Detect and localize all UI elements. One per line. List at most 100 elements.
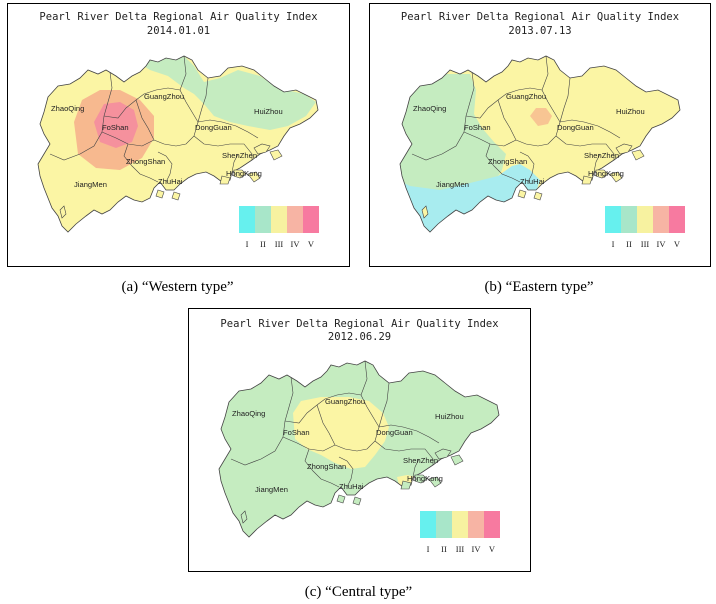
legend-swatch-1 (420, 511, 436, 538)
city-label-zhuhai: ZhuHai (339, 482, 364, 491)
island (59, 205, 67, 219)
legend-label-1: I (246, 239, 249, 249)
city-label-dongguan: DongGuan (376, 428, 413, 437)
legend-label-2: II (441, 544, 447, 554)
pollution-zone (134, 56, 316, 130)
boundary-line (555, 135, 615, 160)
legend-label-4: IV (291, 239, 301, 249)
legend-swatch-3 (637, 206, 653, 233)
boundary-line (378, 382, 390, 428)
city-label-zhongshan: ZhongShan (126, 157, 165, 166)
city-label-shenzhen: ShenZhen (584, 151, 619, 160)
city-label-foshan: FoShan (102, 123, 129, 132)
caption-eastern: (b) “Eastern type” (484, 279, 594, 295)
city-label-huizhou: HuiZhou (254, 107, 283, 116)
panel-date: 2012.06.29 (327, 331, 392, 343)
prd-map-central: ZhaoQing GuangZhou HuiZhou FoShan DongGuan Zh… (218, 360, 500, 554)
boundaries (37, 55, 319, 233)
island (155, 189, 165, 199)
boundary-line (378, 424, 440, 444)
legend-swatch-5 (669, 206, 685, 233)
map-panel-western: Pearl River Delta Regional Air Quality I… (7, 3, 350, 267)
city-label-huizhou: HuiZhou (435, 412, 464, 421)
boundary-line (197, 119, 259, 139)
island (434, 448, 452, 460)
city-label-jiangmen: JiangMen (436, 180, 469, 189)
island (595, 169, 609, 179)
legend-swatch-4 (653, 206, 669, 233)
legend-label-3: III (275, 239, 284, 249)
legend-swatch-2 (621, 206, 637, 233)
legend-label-3: III (641, 239, 650, 249)
boundary-line (179, 55, 187, 91)
aqi-legend: I II III IV V (420, 511, 500, 554)
city-label-zhaoqing: ZhaoQing (51, 104, 84, 113)
island (253, 143, 271, 155)
city-label-guangzhou: GuangZhou (144, 92, 184, 101)
boundary-line (374, 440, 434, 465)
boundary-line (135, 99, 155, 141)
boundary-line (541, 55, 549, 91)
island (517, 189, 527, 199)
island (336, 494, 346, 504)
panel-title: Pearl River Delta Regional Air Quality I… (39, 11, 318, 23)
island (581, 175, 593, 185)
boundary-line (497, 99, 517, 141)
city-label-hongkong: HongKong (407, 474, 443, 483)
island (615, 143, 633, 155)
aqi-legend: I II III IV V (239, 206, 319, 249)
boundaries (399, 55, 681, 233)
island (240, 510, 248, 524)
island (352, 496, 362, 506)
pollution-zone (530, 108, 552, 126)
legend-swatch-4 (468, 511, 484, 538)
island (428, 476, 442, 488)
boundary-line (304, 448, 340, 488)
city-label-shenzhen: ShenZhen (222, 151, 257, 160)
legend-swatch-3 (271, 206, 287, 233)
aqi-legend: I II III IV V (605, 206, 685, 249)
island (233, 169, 247, 179)
city-label-jiangmen: JiangMen (74, 180, 107, 189)
pollution-zones (74, 56, 316, 170)
boundary-line (559, 77, 571, 123)
legend-swatch-5 (303, 206, 319, 233)
island (247, 171, 261, 183)
legend-label-4: IV (472, 544, 482, 554)
prd-map-western: ZhaoQing GuangZhou HuiZhou FoShan DongGuan Zh… (37, 55, 319, 249)
panel-title: Pearl River Delta Regional Air Quality I… (400, 11, 680, 23)
legend-label-5: V (489, 544, 496, 554)
panel-date: 2014.01.01 (146, 25, 211, 37)
boundary-line (593, 153, 601, 173)
legend-swatch-1 (605, 206, 621, 233)
boundary-line (465, 87, 543, 119)
caption-western: (a) “Western type” (121, 279, 234, 295)
city-label-huizhou: HuiZhou (616, 107, 645, 116)
boundary-line (193, 135, 253, 160)
legend-swatch-3 (452, 511, 468, 538)
boundary-line (197, 77, 209, 123)
city-label-guangzhou: GuangZhou (506, 92, 546, 101)
legend-label-5: V (674, 239, 681, 249)
city-label-zhongshan: ZhongShan (488, 157, 527, 166)
city-labels: ZhaoQing GuangZhou HuiZhou FoShan DongGuan Zh… (413, 92, 645, 189)
island (414, 474, 428, 484)
city-label-zhongshan: ZhongShan (307, 462, 346, 471)
boundary-line (157, 151, 173, 183)
city-label-zhaoqing: ZhaoQing (232, 409, 265, 418)
region-outline (399, 55, 681, 233)
city-label-shenzhen: ShenZhen (403, 456, 438, 465)
panel-date: 2013.07.13 (508, 25, 572, 37)
city-label-zhaoqing: ZhaoQing (413, 104, 446, 113)
island (609, 171, 623, 183)
city-label-dongguan: DongGuan (557, 123, 594, 132)
city-label-jiangmen: JiangMen (255, 485, 288, 494)
city-labels: ZhaoQing GuangZhou HuiZhou FoShan DongGuan Zh… (51, 92, 283, 189)
map-panel-central: Pearl River Delta Regional Air Quality I… (188, 308, 531, 572)
city-label-hongkong: HongKong (588, 169, 624, 178)
city-label-foshan: FoShan (283, 428, 310, 437)
region-outline (218, 360, 500, 538)
pollution-zone (293, 397, 389, 469)
boundary-line (485, 143, 521, 183)
legend-swatch-4 (287, 206, 303, 233)
